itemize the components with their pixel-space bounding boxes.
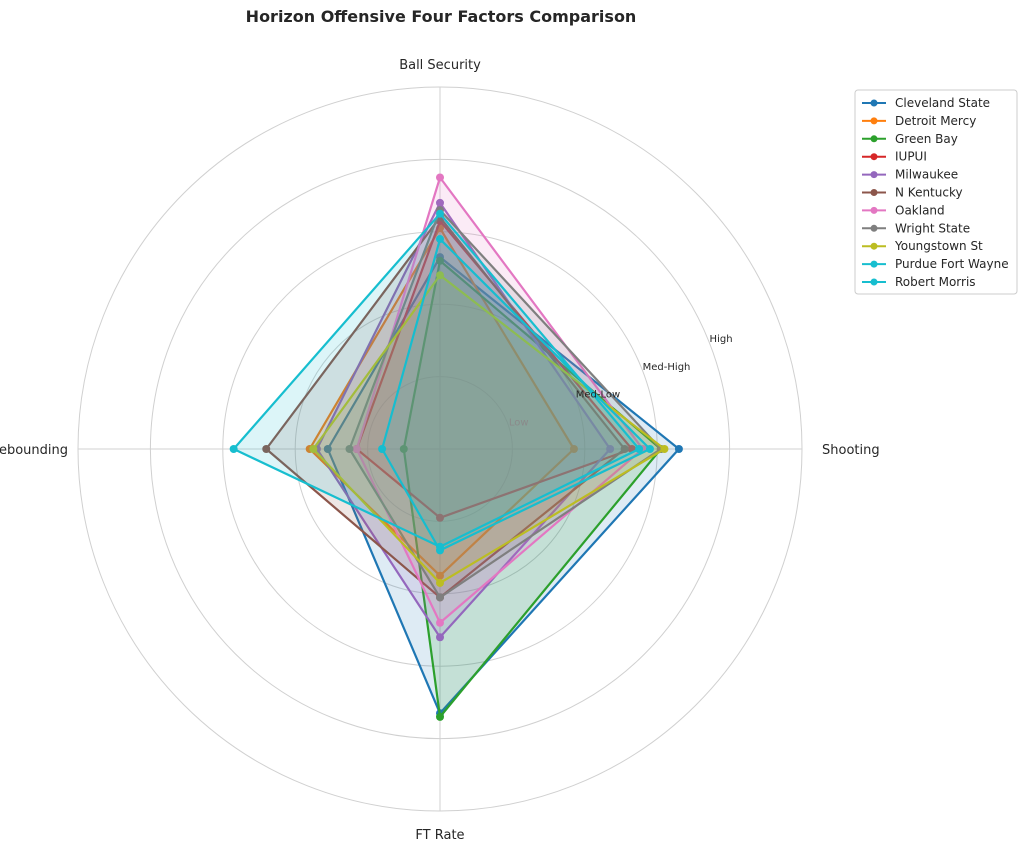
legend-entry: Purdue Fort Wayne (895, 257, 1009, 271)
data-point (436, 618, 444, 627)
data-point (436, 173, 444, 182)
ring-label: Low (509, 417, 529, 428)
legend-marker (870, 242, 878, 250)
data-point (345, 445, 354, 453)
legend-marker (870, 171, 878, 179)
series-group (309, 271, 669, 587)
data-point (606, 445, 615, 453)
series-group (345, 206, 665, 602)
legend-entry: Detroit Mercy (895, 114, 976, 128)
legend-entry: Wright State (895, 221, 970, 235)
legend-marker (870, 135, 878, 143)
data-point (645, 445, 654, 453)
legend-entry: IUPUI (895, 150, 927, 164)
data-point (436, 271, 444, 280)
legend-entry: Robert Morris (895, 275, 976, 289)
axis-labels: Shooting Ball Security Off Rebounding FT Ra… (0, 58, 880, 843)
series-group (262, 213, 629, 602)
data-point (436, 235, 444, 244)
data-point (352, 445, 361, 453)
data-point (660, 445, 669, 453)
series-fill (403, 260, 661, 717)
data-point (436, 571, 444, 580)
data-point (309, 445, 318, 453)
legend-frame (854, 89, 1018, 295)
axis-label: Ball Security (399, 58, 481, 73)
data-point (229, 445, 238, 453)
legend-entry: Oakland (895, 203, 945, 217)
ring-label: Med-High (643, 362, 691, 373)
series-fill (233, 213, 640, 547)
data-point (436, 542, 444, 551)
data-point (436, 513, 444, 522)
series-fill (382, 239, 650, 551)
data-point (436, 198, 444, 207)
data-point (378, 445, 387, 453)
data-point (569, 445, 578, 453)
data-point (262, 445, 271, 453)
series-fill (356, 177, 643, 623)
data-point (436, 209, 444, 218)
legend-entry: N Kentucky (895, 186, 963, 200)
ring-label: High (710, 334, 733, 345)
series-fill (266, 217, 625, 598)
axis-label: FT Rate (415, 828, 464, 843)
legend-marker (870, 117, 878, 125)
data-point (436, 256, 444, 265)
data-point (635, 445, 644, 453)
data-point (620, 445, 629, 453)
series-layer (229, 173, 683, 721)
data-point (436, 593, 444, 602)
data-point (399, 445, 408, 453)
series-group (229, 209, 644, 551)
series-fill (313, 275, 665, 583)
legend-marker (870, 206, 878, 214)
axis-label: Shooting (822, 443, 880, 458)
legend-marker (870, 153, 878, 161)
data-point (436, 712, 444, 721)
data-point (323, 445, 332, 453)
ring-labels: Low Med-Low Med-High High (509, 334, 733, 428)
legend-marker (870, 189, 878, 196)
legend: Cleveland State Detroit Mercy Green Bay IUP… (854, 89, 1018, 295)
data-point (436, 578, 444, 587)
legend-marker (870, 224, 878, 232)
axis-label: Off Rebounding (0, 443, 68, 458)
legend-marker (870, 99, 878, 107)
data-point (436, 633, 444, 642)
legend-entry: Cleveland State (895, 96, 990, 110)
legend-marker (870, 260, 878, 268)
legend-entry: Milwaukee (895, 168, 958, 182)
legend-entry: Green Bay (895, 132, 958, 146)
ring-label: Med-Low (576, 390, 620, 401)
data-point (674, 445, 683, 453)
legend-entry: Youngstown St (894, 239, 983, 253)
chart-title: Horizon Offensive Four Factors Compariso… (246, 7, 637, 26)
legend-marker (870, 278, 878, 286)
